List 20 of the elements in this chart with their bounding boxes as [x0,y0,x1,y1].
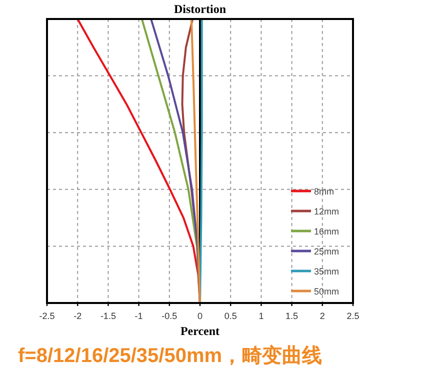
x-tick-label: -1.5 [100,311,116,321]
x-tick-label: 0.5 [224,311,237,321]
legend-label: 8mm [314,186,334,196]
x-tick-label: 0 [197,311,203,321]
legend-label: 35mm [314,266,340,276]
x-axis-title: Percent [180,324,220,338]
x-tick-label: -2 [74,311,82,321]
chart-title: Distortion [174,2,226,16]
legend-label: 50mm [314,286,340,296]
legend-label: 25mm [314,246,340,256]
legend-label: 16mm [314,226,340,236]
x-tick-label: -2.5 [39,311,55,321]
x-tick-label: 2.5 [346,311,360,321]
legend-label: 12mm [314,206,340,216]
x-tick-label: -1 [134,311,143,321]
text: f=8/12/16/25/35/50mm，畸变曲线 [18,344,322,367]
x-tick-label: -0.5 [162,311,178,321]
x-tick-label: 1.5 [286,311,298,321]
x-tick-label: 1 [258,311,264,321]
x-tick-label: 2 [320,311,325,321]
